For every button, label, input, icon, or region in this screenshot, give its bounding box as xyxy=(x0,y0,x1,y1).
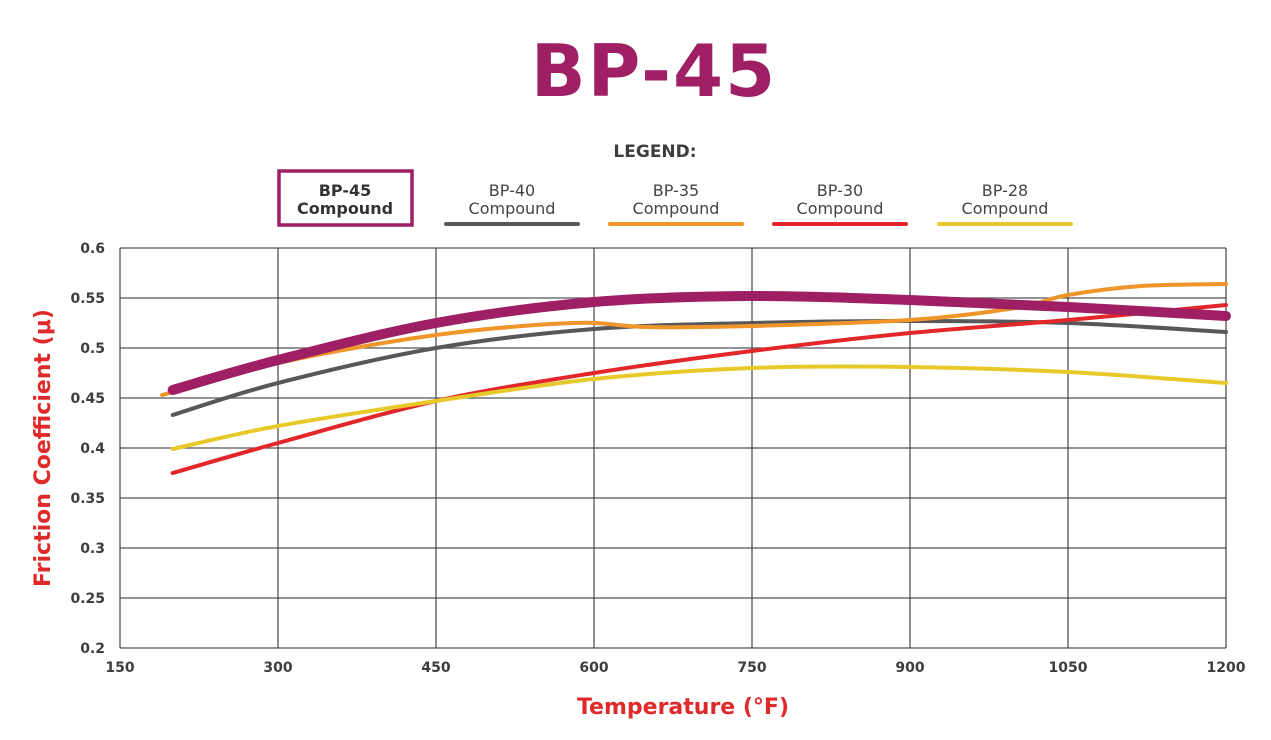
legend-label: Compound xyxy=(962,199,1049,218)
x-tick-label: 300 xyxy=(263,660,292,676)
legend-label: BP-45 xyxy=(319,181,372,200)
chart-title: BP-45 xyxy=(531,29,777,113)
series-line-bp-45 xyxy=(167,290,1231,395)
series-line-bp-28 xyxy=(170,364,1228,451)
legend: BP-45CompoundBP-40CompoundBP-35CompoundB… xyxy=(277,169,1073,227)
x-tick-label: 900 xyxy=(895,660,924,676)
y-tick-label: 0.35 xyxy=(70,491,105,507)
x-tick-label: 750 xyxy=(737,660,766,676)
series-line-bp-30 xyxy=(170,303,1228,475)
x-axis-label: Temperature (°F) xyxy=(577,695,789,720)
y-tick-label: 0.25 xyxy=(70,591,105,607)
legend-label: BP-40 xyxy=(489,181,535,200)
y-tick-label: 0.5 xyxy=(80,341,105,357)
x-tick-label: 1200 xyxy=(1207,660,1246,676)
legend-label: BP-35 xyxy=(653,181,699,200)
x-tick-label: 600 xyxy=(579,660,608,676)
legend-label: Compound xyxy=(297,199,393,218)
y-tick-label: 0.45 xyxy=(70,391,105,407)
legend-label: Compound xyxy=(469,199,556,218)
legend-label: Compound xyxy=(633,199,720,218)
legend-highlight-box xyxy=(277,169,414,227)
legend-label: BP-30 xyxy=(817,181,863,200)
x-tick-label: 1050 xyxy=(1049,660,1088,676)
x-tick-label: 450 xyxy=(421,660,450,676)
y-axis-label: Friction Coefficient (μ) xyxy=(31,309,56,587)
y-tick-label: 0.4 xyxy=(80,441,105,457)
grid xyxy=(119,247,1227,649)
legend-label: BP-28 xyxy=(982,181,1028,200)
y-tick-label: 0.2 xyxy=(80,641,105,657)
x-tick-label: 150 xyxy=(105,660,134,676)
series-line-bp-35 xyxy=(160,282,1228,397)
legend-label: Compound xyxy=(797,199,884,218)
series-lines xyxy=(160,282,1231,475)
y-tick-label: 0.6 xyxy=(80,241,105,257)
y-tick-label: 0.3 xyxy=(80,541,105,557)
legend-title: LEGEND: xyxy=(613,142,696,162)
y-tick-label: 0.55 xyxy=(70,291,105,307)
